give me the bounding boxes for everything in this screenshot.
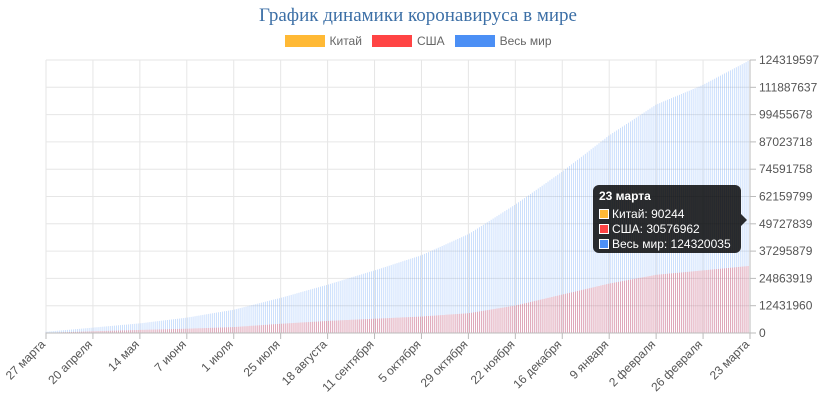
tooltip-row-china: Китай: 90244 [599,206,735,221]
legend-item-china[interactable]: Китай [284,34,362,48]
y-tick-labels: 124319597 111887637 99455678 87023718 745917… [759,53,819,340]
tooltip-value-world: Весь мир: 124320035 [612,236,731,251]
y-tick-label: 49727839 [759,217,813,231]
x-tick-label: 25 июля [241,337,283,379]
tooltip-value-usa: США: 30576962 [612,221,700,236]
y-tick-label: 24863919 [759,271,813,285]
tooltip: 23 марта Китай: 90244 США: 30576962 Весь… [593,185,741,253]
x-tick-label: 7 июня [152,337,189,374]
x-tick-label: 16 декабря [510,337,564,391]
bars [45,59,751,333]
y-tick-label: 74591758 [759,162,813,176]
tooltip-arrow [741,214,747,226]
tooltip-swatch-china [599,208,609,219]
x-tick-label: 20 апреля [45,337,95,387]
y-tick-label: 62159799 [759,190,813,204]
legend-item-usa[interactable]: США [371,34,445,48]
tooltip-swatch-usa [599,223,609,234]
axes [45,59,756,339]
legend-label-china: Китай [329,34,362,48]
x-tick-label: 14 мая [105,337,142,374]
y-tick-label: 0 [759,326,766,340]
x-tick-label: 29 октября [418,337,471,390]
legend-label-usa: США [416,34,445,48]
y-tick-label: 12431960 [759,299,813,313]
y-tick-label: 37295879 [759,244,813,258]
tooltip-row-usa: США: 30576962 [599,221,735,236]
tooltip-title: 23 марта [599,189,651,203]
y-tick-label: 111887637 [759,80,818,94]
x-tick-label: 1 июля [198,337,235,374]
tooltip-swatch-world [599,238,609,249]
legend: Китай США Весь мир [0,34,836,48]
y-tick-label: 99455678 [759,108,813,122]
legend-swatch-china [284,35,325,47]
x-tick-label: 9 января [567,337,612,382]
legend-item-world[interactable]: Весь мир [454,34,552,48]
x-tick-label: 23 марта [707,337,753,383]
y-tick-label: 124319597 [759,53,819,67]
legend-label-world: Весь мир [499,34,552,48]
x-tick-label: 22 ноября [468,337,518,387]
y-tick-label: 87023718 [759,135,813,149]
legend-swatch-usa [371,35,412,47]
tooltip-row-world: Весь мир: 124320035 [599,236,735,251]
x-tick-label: 27 марта [3,337,49,383]
chart-title: График динамики коронавируса в мире [259,5,577,26]
legend-swatch-world [454,35,495,47]
tooltip-value-china: Китай: 90244 [612,206,685,221]
x-tick-label: 5 октября [376,337,424,385]
